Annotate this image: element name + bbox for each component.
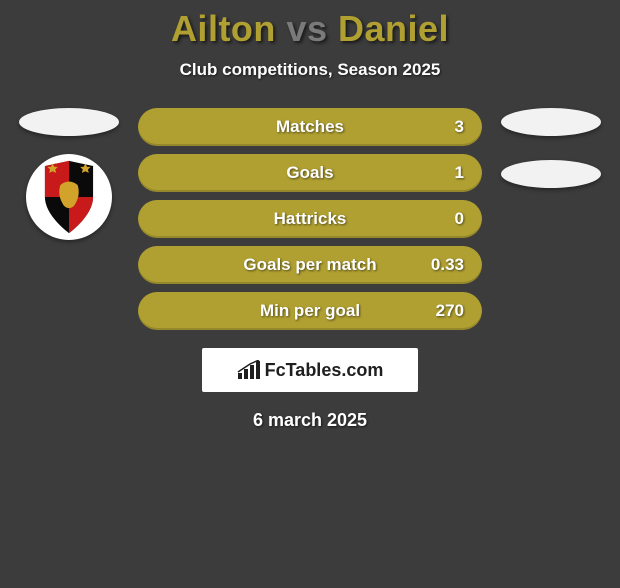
team-badge: [26, 154, 112, 240]
stat-value: 0: [455, 209, 464, 229]
content-row: Matches 3 Goals 1 Hattricks 0 Goals per …: [0, 108, 620, 330]
subtitle: Club competitions, Season 2025: [0, 60, 620, 80]
stat-bar-hattricks: Hattricks 0: [138, 200, 482, 238]
shield-icon: [26, 154, 112, 240]
stat-label: Hattricks: [274, 209, 347, 229]
chart-icon: [237, 360, 261, 380]
player2-name: Daniel: [338, 8, 449, 49]
team2-placeholder: [501, 160, 601, 188]
stat-bar-goals: Goals 1: [138, 154, 482, 192]
stat-value: 1: [455, 163, 464, 183]
stat-label: Min per goal: [260, 301, 360, 321]
comparison-title: Ailton vs Daniel: [0, 8, 620, 50]
brand-text: FcTables.com: [265, 360, 384, 381]
player1-name: Ailton: [171, 8, 276, 49]
stat-value: 0.33: [431, 255, 464, 275]
stat-bar-goals-per-match: Goals per match 0.33: [138, 246, 482, 284]
stat-label: Matches: [276, 117, 344, 137]
right-column: [496, 108, 606, 188]
player2-placeholder: [501, 108, 601, 136]
stat-value: 270: [436, 301, 464, 321]
stat-value: 3: [455, 117, 464, 137]
brand-badge: FcTables.com: [202, 348, 418, 392]
stats-column: Matches 3 Goals 1 Hattricks 0 Goals per …: [138, 108, 482, 330]
stat-label: Goals per match: [243, 255, 376, 275]
left-column: [14, 108, 124, 240]
stat-bar-min-per-goal: Min per goal 270: [138, 292, 482, 330]
date-text: 6 march 2025: [0, 410, 620, 431]
stat-bar-matches: Matches 3: [138, 108, 482, 146]
player1-placeholder: [19, 108, 119, 136]
vs-text: vs: [286, 8, 327, 49]
stat-label: Goals: [286, 163, 333, 183]
